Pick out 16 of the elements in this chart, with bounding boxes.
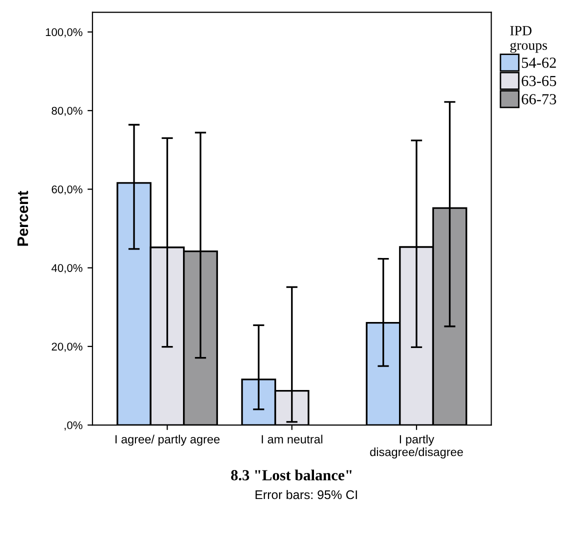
x-tick-label: I agree/ partly agree — [116, 434, 220, 446]
x-tick-label: I am neutral — [262, 434, 322, 444]
y-tick-label: 20,0% — [52, 342, 82, 352]
y-tick-label: 100,0% — [46, 28, 82, 38]
x-tick-label: I partly disagree/disagree — [370, 434, 463, 458]
y-tick-label: 40,0% — [52, 264, 82, 274]
text: Error bars: 95% CI — [256, 490, 357, 500]
y-tick-label: 60,0% — [52, 185, 82, 195]
legend-label: 66-73 — [522, 94, 556, 104]
y-tick-label: 80,0% — [52, 106, 82, 116]
legend-label: 54-62 — [522, 58, 556, 68]
y-tick-label: ,0% — [64, 421, 82, 430]
x-axis-title: 8.3 "Lost balance" — [231, 470, 352, 480]
legend-title: IPD groups — [510, 26, 547, 53]
y-axis-title: Percent — [18, 190, 28, 246]
legend-label: 63-65 — [522, 76, 556, 86]
